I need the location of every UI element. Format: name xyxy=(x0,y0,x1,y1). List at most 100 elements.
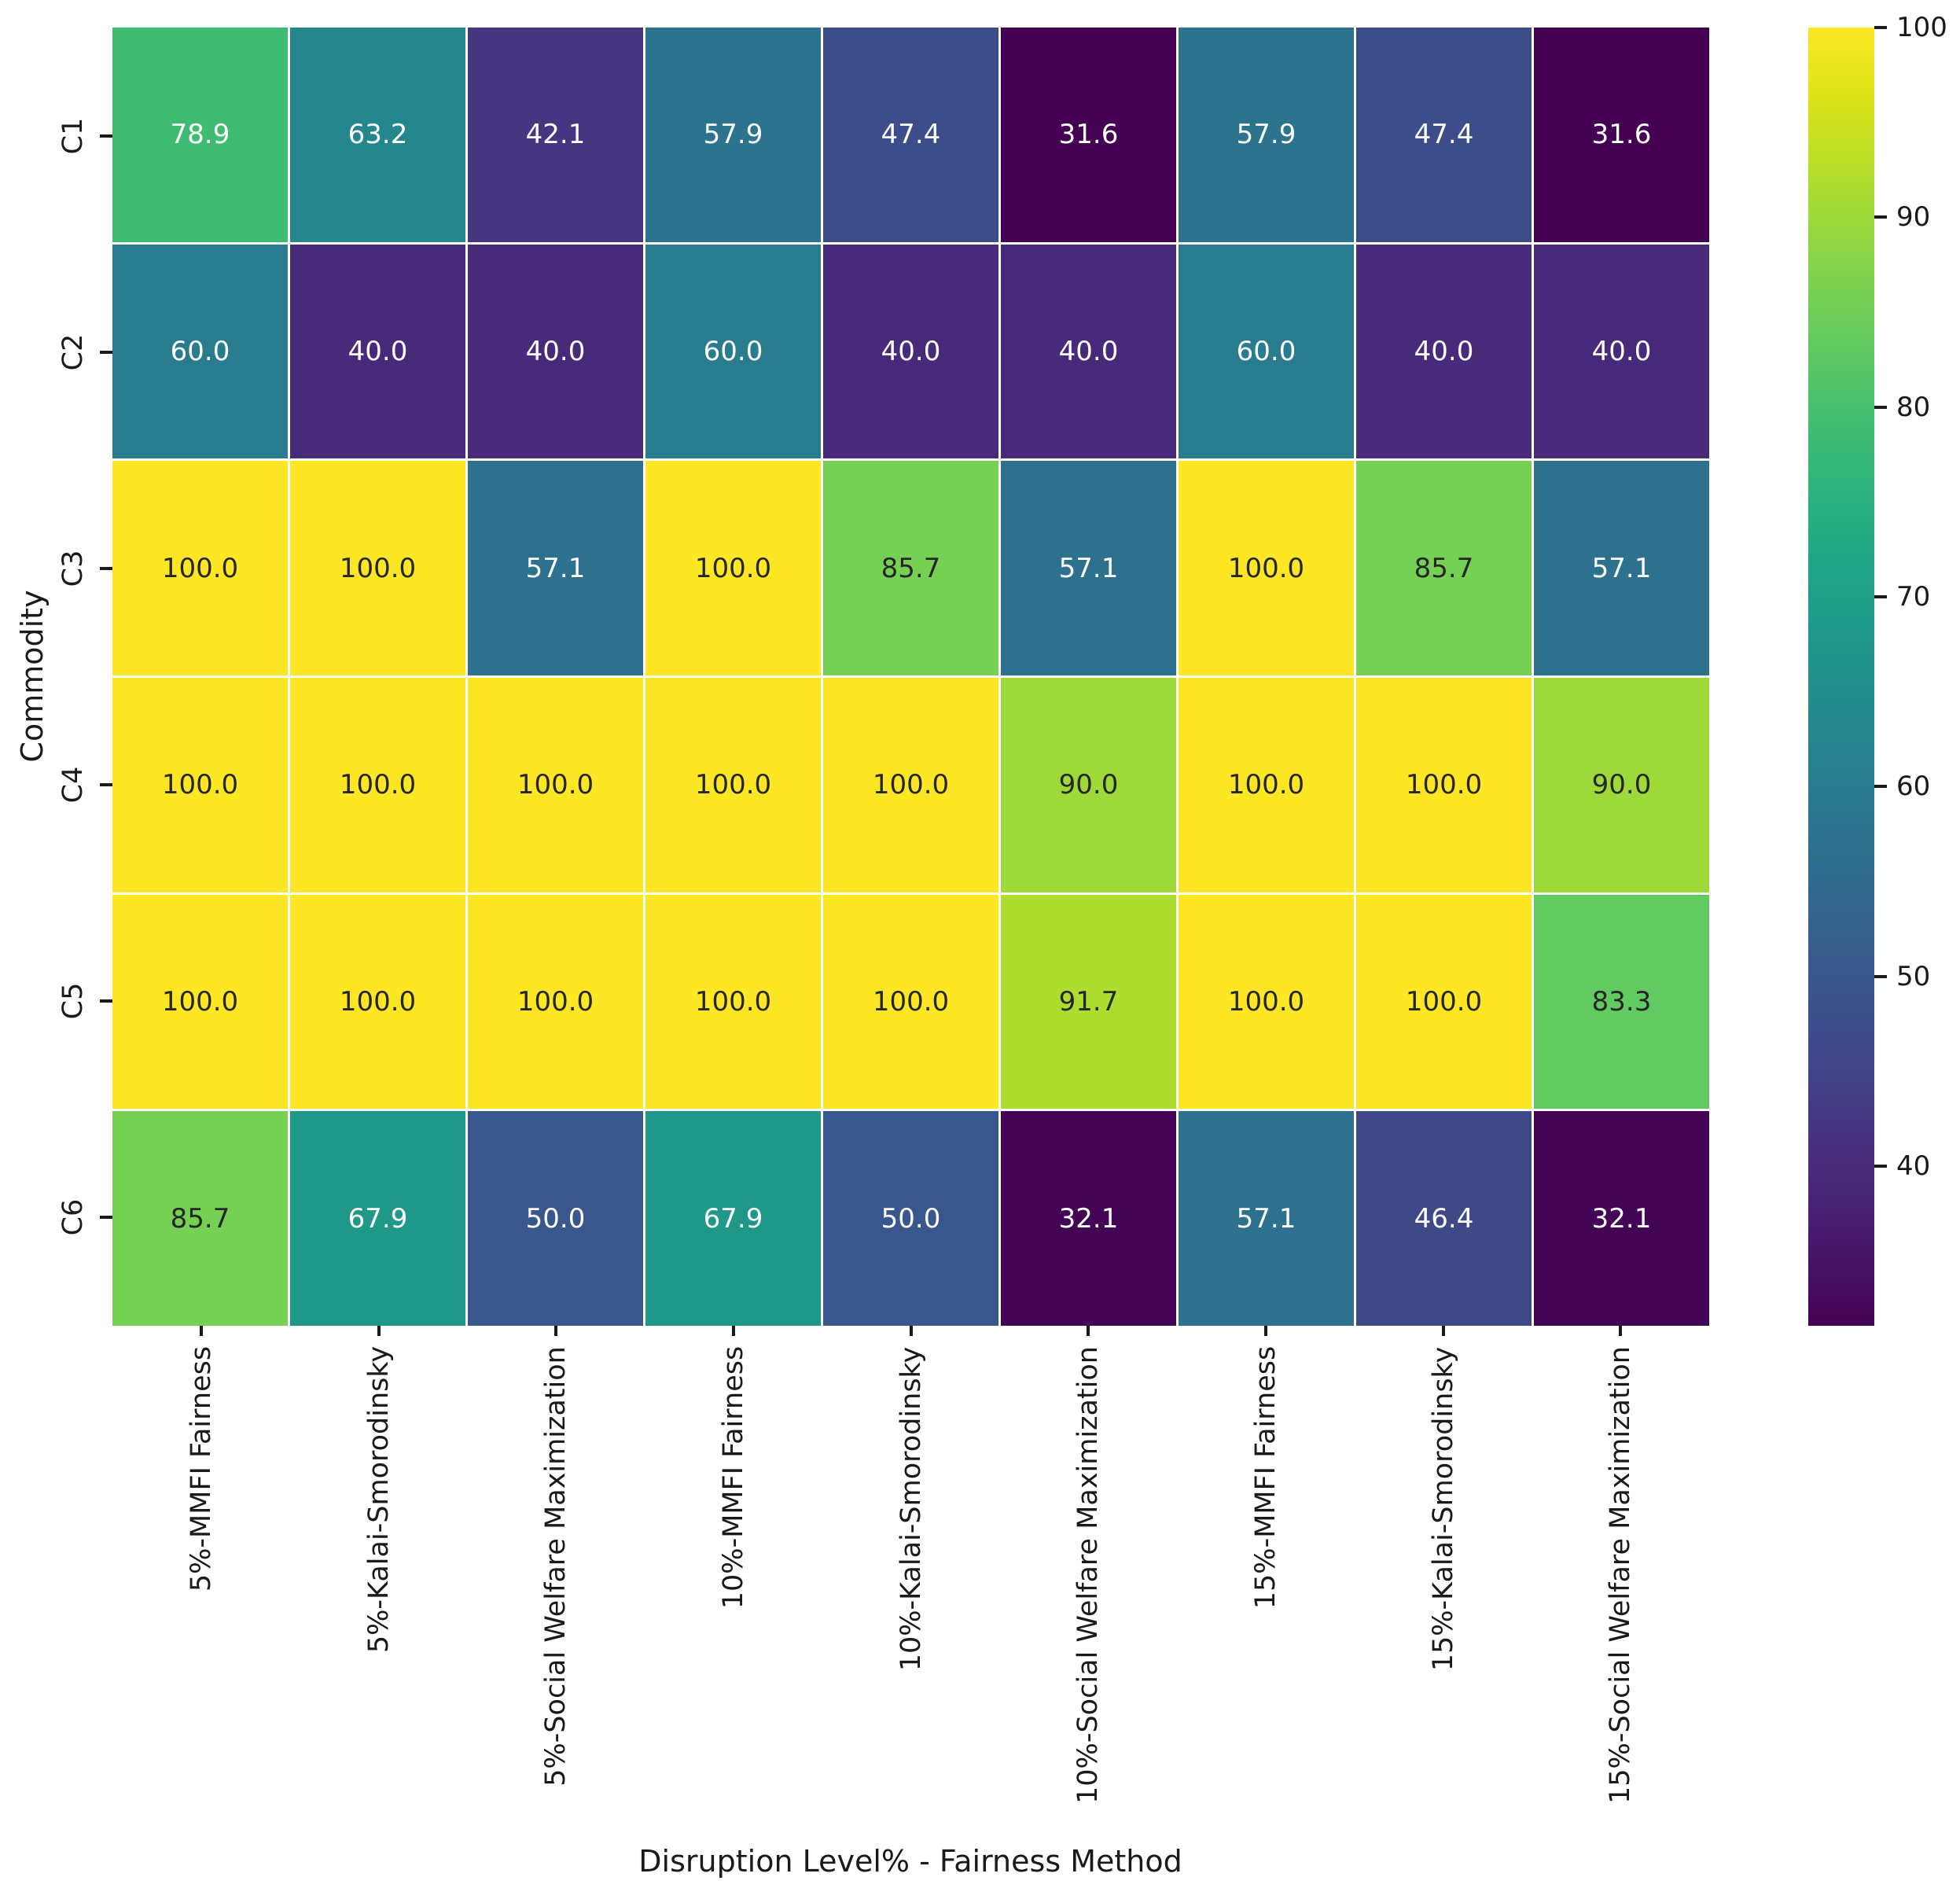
heatmap-cell-C4-col9: 90.0 xyxy=(1534,677,1709,892)
heatmap-cell-C6-col5: 50.0 xyxy=(823,1111,998,1326)
heatmap-cell-C2-col2: 40.0 xyxy=(290,244,465,459)
y-tick-mark xyxy=(100,999,112,1003)
heatmap-cell-C1-col7: 57.9 xyxy=(1179,28,1354,242)
y-tick-mark xyxy=(100,783,112,787)
heatmap-cell-C4-col6: 90.0 xyxy=(1001,677,1176,892)
heatmap-cell-C5-col2: 100.0 xyxy=(290,894,465,1110)
heatmap-cell-C4-col1: 100.0 xyxy=(112,677,288,892)
colorbar-tick-mark xyxy=(1874,595,1887,599)
heatmap-cell-C4-col2: 100.0 xyxy=(290,677,465,892)
x-tick-label-col1: 5%-MMFI Fairness xyxy=(185,1345,217,1592)
heatmap-cell-C6-col8: 46.4 xyxy=(1356,1111,1532,1326)
colorbar-tick-mark xyxy=(1874,1165,1887,1168)
heatmap-cell-C2-col6: 40.0 xyxy=(1001,244,1176,459)
heatmap-cell-C4-col3: 100.0 xyxy=(468,677,643,892)
x-tick-mark xyxy=(199,1326,203,1336)
heatmap-cell-C1-col8: 47.4 xyxy=(1356,28,1532,242)
y-tick-label-C1: C1 xyxy=(57,117,89,154)
colorbar-tick-label-60: 60 xyxy=(1896,771,1931,803)
heatmap-cell-C5-col3: 100.0 xyxy=(468,894,643,1110)
x-axis-title: Disruption Level% - Fairness Method xyxy=(638,1844,1182,1879)
x-tick-label-col9: 15%-Social Welfare Maximization xyxy=(1605,1346,1637,1804)
x-tick-label-col5: 10%-Kalai-Smorodinsky xyxy=(895,1346,927,1671)
heatmap-cell-C3-col9: 57.1 xyxy=(1534,461,1709,675)
heatmap-cell-C6-col9: 32.1 xyxy=(1534,1111,1709,1326)
heatmap-cell-C2-col3: 40.0 xyxy=(468,244,643,459)
heatmap-cell-C1-col6: 31.6 xyxy=(1001,28,1176,242)
heatmap-cell-C1-col9: 31.6 xyxy=(1534,28,1709,242)
colorbar-tick-mark xyxy=(1874,785,1887,789)
x-tick-mark xyxy=(731,1326,735,1336)
heatmap-cell-C5-col9: 83.3 xyxy=(1534,894,1709,1110)
heatmap-cell-C6-col1: 85.7 xyxy=(112,1111,288,1326)
heatmap-grid: 78.9 63.2 42.1 57.9 47.4 31.6 57.9 47.4 31.6 60.0… xyxy=(112,28,1709,1326)
x-tick-label-col7: 15%-MMFI Fairness xyxy=(1249,1345,1282,1610)
y-tick-label-C6: C6 xyxy=(57,1199,89,1236)
x-tick-label-col3: 5%-Social Welfare Maximization xyxy=(540,1346,572,1787)
colorbar-tick-mark xyxy=(1874,215,1887,219)
heatmap-cell-C1-col5: 47.4 xyxy=(823,28,998,242)
heatmap-cell-C6-col7: 57.1 xyxy=(1179,1111,1354,1326)
heatmap-cell-C5-col1: 100.0 xyxy=(112,894,288,1110)
heatmap-cell-C3-col7: 100.0 xyxy=(1179,461,1354,675)
colorbar-tick-label-90: 90 xyxy=(1896,201,1931,234)
heatmap-cell-C3-col8: 85.7 xyxy=(1356,461,1532,675)
heatmap-cell-C5-col4: 100.0 xyxy=(645,894,821,1110)
y-tick-mark xyxy=(100,566,112,570)
colorbar-tick-mark xyxy=(1874,405,1887,409)
y-axis-title: Commodity xyxy=(15,590,50,763)
heatmap-cell-C3-col5: 85.7 xyxy=(823,461,998,675)
x-tick-label-col4: 10%-MMFI Fairness xyxy=(717,1345,749,1610)
heatmap-cell-C5-col6: 91.7 xyxy=(1001,894,1176,1110)
heatmap-cell-C4-col5: 100.0 xyxy=(823,677,998,892)
heatmap-cell-C6-col4: 67.9 xyxy=(645,1111,821,1326)
heatmap-cell-C6-col2: 67.9 xyxy=(290,1111,465,1326)
heatmap-cell-C1-col1: 78.9 xyxy=(112,28,288,242)
y-tick-mark xyxy=(100,134,112,138)
heatmap-cell-C2-col5: 40.0 xyxy=(823,244,998,459)
colorbar-tick-label-70: 70 xyxy=(1896,581,1931,613)
heatmap-cell-C2-col4: 60.0 xyxy=(645,244,821,459)
heatmap-cell-C5-col7: 100.0 xyxy=(1179,894,1354,1110)
heatmap-cell-C2-col9: 40.0 xyxy=(1534,244,1709,459)
y-tick-label-C2: C2 xyxy=(57,333,89,371)
x-tick-mark xyxy=(909,1326,913,1336)
heatmap-cell-C2-col7: 60.0 xyxy=(1179,244,1354,459)
colorbar-tick-mark xyxy=(1874,26,1887,29)
heatmap-cell-C4-col8: 100.0 xyxy=(1356,677,1532,892)
y-tick-label-C4: C4 xyxy=(57,766,89,804)
heatmap-cell-C3-col3: 57.1 xyxy=(468,461,643,675)
heatmap-cell-C3-col4: 100.0 xyxy=(645,461,821,675)
colorbar-tick-mark xyxy=(1874,974,1887,978)
x-tick-mark xyxy=(377,1326,381,1336)
x-tick-mark xyxy=(1619,1326,1623,1336)
x-tick-mark xyxy=(1441,1326,1445,1336)
y-tick-mark xyxy=(100,350,112,354)
y-tick-mark xyxy=(100,1216,112,1220)
heatmap-cell-C5-col8: 100.0 xyxy=(1356,894,1532,1110)
heatmap-cell-C4-col4: 100.0 xyxy=(645,677,821,892)
heatmap-cell-C4-col7: 100.0 xyxy=(1179,677,1354,892)
y-tick-label-C3: C3 xyxy=(57,550,89,587)
x-tick-label-col2: 5%-Kalai-Smorodinsky xyxy=(362,1345,395,1654)
colorbar-tick-label-50: 50 xyxy=(1896,960,1931,992)
x-tick-mark xyxy=(554,1326,558,1336)
heatmap-cell-C1-col4: 57.9 xyxy=(645,28,821,242)
colorbar xyxy=(1808,28,1874,1326)
colorbar-tick-label-80: 80 xyxy=(1896,391,1931,423)
heatmap-cell-C2-col8: 40.0 xyxy=(1356,244,1532,459)
heatmap-cell-C3-col1: 100.0 xyxy=(112,461,288,675)
x-tick-label-col8: 15%-Kalai-Smorodinsky xyxy=(1427,1346,1459,1671)
heatmap-cell-C1-col3: 42.1 xyxy=(468,28,643,242)
heatmap-cell-C5-col5: 100.0 xyxy=(823,894,998,1110)
x-tick-mark xyxy=(1087,1326,1090,1336)
x-tick-label-col6: 10%-Social Welfare Maximization xyxy=(1072,1346,1105,1804)
heatmap-cell-C3-col2: 100.0 xyxy=(290,461,465,675)
heatmap-cell-C3-col6: 57.1 xyxy=(1001,461,1176,675)
colorbar-tick-label-100: 100 xyxy=(1896,12,1947,43)
heatmap-cell-C6-col3: 50.0 xyxy=(468,1111,643,1326)
heatmap-cell-C1-col2: 63.2 xyxy=(290,28,465,242)
heatmap-cell-C2-col1: 60.0 xyxy=(112,244,288,459)
colorbar-tick-label-40: 40 xyxy=(1896,1150,1931,1183)
